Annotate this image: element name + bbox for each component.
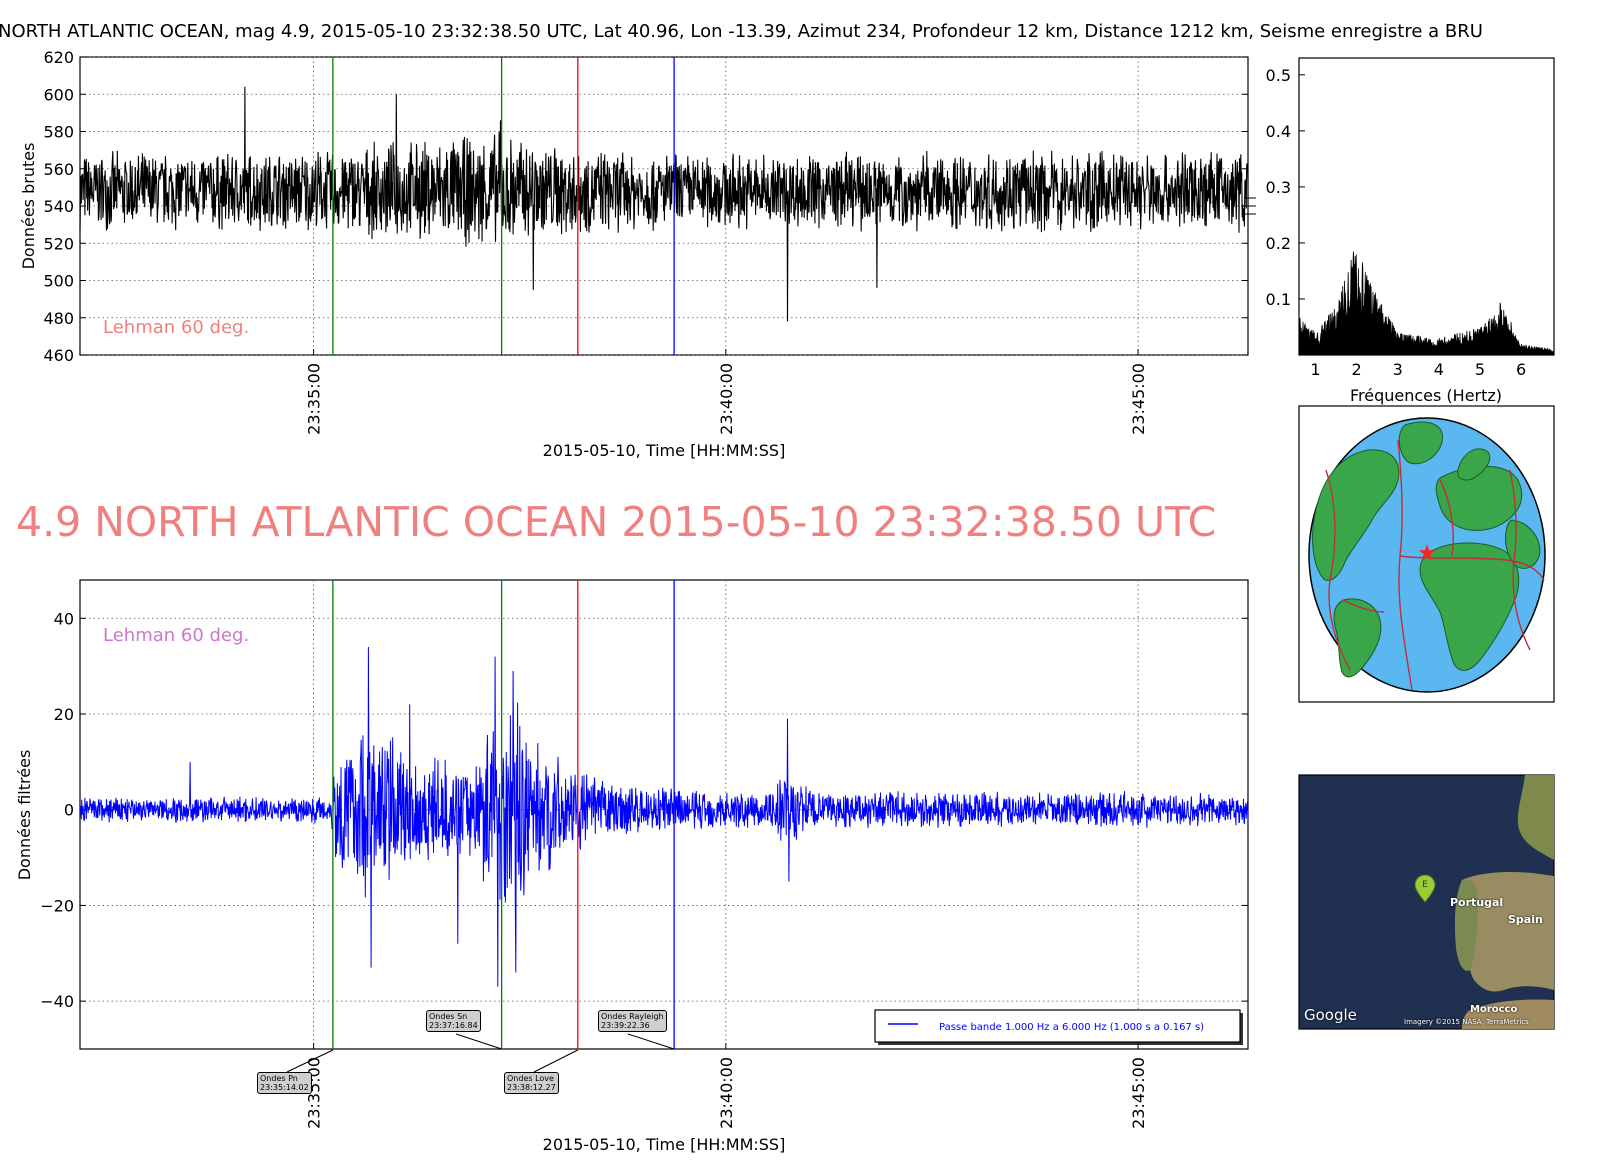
globe-map: ★ xyxy=(1298,405,1555,703)
filtered-x-ticks: 23:35:00 23:40:00 23:45:00 xyxy=(305,1043,1148,1129)
y-tick-label: 620 xyxy=(43,48,74,67)
satellite-marker-icon: E xyxy=(1414,874,1436,903)
y-tick-label: 0.5 xyxy=(1266,66,1291,85)
x-tick-label: 23:35:00 xyxy=(305,363,324,435)
imagery-credit: Imagery ©2015 NASA, TerraMetrics xyxy=(1404,1018,1529,1026)
x-tick-label: 3 xyxy=(1393,360,1403,379)
y-tick-label: 480 xyxy=(43,309,74,328)
y-tick-label: −20 xyxy=(40,896,74,915)
satellite-map: E xyxy=(1298,774,1555,1030)
y-tick-label: 0.3 xyxy=(1266,178,1291,197)
phase-name: Ondes Sn xyxy=(429,1012,468,1021)
filtered-phase-lines xyxy=(332,580,675,1049)
x-tick-label: 23:40:00 xyxy=(717,363,736,435)
y-tick-label: 540 xyxy=(43,197,74,216)
y-tick-label: 520 xyxy=(43,234,74,253)
phase-arrow xyxy=(286,1049,334,1073)
spectrum-panel: 0.1 0.2 0.3 0.4 0.5 1 2 3 4 5 6 Fréquences (Hertz… xyxy=(1266,57,1555,405)
satellite-marker-letter: E xyxy=(1422,880,1428,890)
x-tick-label: 6 xyxy=(1516,360,1526,379)
y-tick-label: 460 xyxy=(43,346,74,365)
y-tick-label: 40 xyxy=(54,609,74,628)
satellite-land xyxy=(1454,775,1554,1029)
raw-y-ticks: 460 480 500 520 540 560 580 600 620 xyxy=(43,48,1248,365)
y-tick-label: 0.2 xyxy=(1266,234,1291,253)
raw-xlabel: 2015-05-10, Time [HH:MM:SS] xyxy=(543,441,786,460)
raw-ylabel: Données brutes xyxy=(19,143,38,270)
raw-x-ticks: 23:35:00 23:40:00 23:45:00 xyxy=(305,349,1148,435)
google-logo: Google xyxy=(1304,1006,1357,1024)
phase-time: 23:38:12.27 xyxy=(507,1083,556,1092)
y-tick-label: −40 xyxy=(40,992,74,1011)
header-title: NORTH ATLANTIC OCEAN, mag 4.9, 2015-05-1… xyxy=(0,21,1483,42)
phase-arrow xyxy=(627,1033,675,1050)
phase-name: Ondes Rayleigh xyxy=(601,1012,664,1021)
phase-time: 23:35:14.02 xyxy=(260,1083,309,1092)
x-tick-label: 23:45:00 xyxy=(1129,1057,1148,1129)
x-tick-label: 23:40:00 xyxy=(717,1057,736,1129)
spectrum-xlabel: Fréquences (Hertz) xyxy=(1350,386,1502,405)
phase-annotation-box: Ondes Love 23:38:12.27 xyxy=(504,1072,559,1094)
map-label-portugal: Portugal xyxy=(1450,896,1504,909)
map-label-morocco: Morocco xyxy=(1470,1004,1518,1015)
phase-annotation-box: Ondes Rayleigh 23:39:22.36 xyxy=(598,1010,667,1032)
phase-annotation-box: Ondes Sn 23:37:16.84 xyxy=(426,1010,481,1032)
filtered-trace xyxy=(79,646,1249,987)
raw-panel: 460 480 500 520 540 560 580 600 620 23:35:00 23:4… xyxy=(19,48,1256,460)
filtered-xlabel: 2015-05-10, Time [HH:MM:SS] xyxy=(543,1135,786,1154)
raw-edge-marks xyxy=(1244,197,1256,215)
spectrum-trace xyxy=(1298,251,1555,356)
spectrum-y-ticks: 0.1 0.2 0.3 0.4 0.5 xyxy=(1266,66,1305,309)
map-label-spain: Spain xyxy=(1508,913,1543,926)
x-tick-label: 2 xyxy=(1351,360,1361,379)
x-tick-label: 5 xyxy=(1475,360,1485,379)
filtered-lehman-label: Lehman 60 deg. xyxy=(103,625,249,646)
x-tick-label: 4 xyxy=(1434,360,1444,379)
y-tick-label: 0.4 xyxy=(1266,122,1291,141)
phase-arrow xyxy=(455,1033,502,1050)
y-tick-label: 560 xyxy=(43,160,74,179)
filtered-legend: Passe bande 1.000 Hz a 6.000 Hz (1.000 s… xyxy=(874,1009,1243,1045)
phase-name: Ondes Pn xyxy=(260,1074,298,1083)
legend-label: Passe bande 1.000 Hz a 6.000 Hz (1.000 s… xyxy=(939,1022,1204,1033)
epicenter-star-icon: ★ xyxy=(1417,541,1437,566)
y-tick-label: 20 xyxy=(54,705,74,724)
phase-time: 23:39:22.36 xyxy=(601,1021,650,1030)
raw-phase-lines xyxy=(332,57,675,355)
x-tick-label: 1 xyxy=(1310,360,1320,379)
phase-arrow xyxy=(533,1049,579,1073)
y-tick-label: 0 xyxy=(64,801,74,820)
filtered-ylabel: Données filtrées xyxy=(15,750,34,881)
phase-time: 23:37:16.84 xyxy=(429,1021,478,1030)
raw-lehman-label: Lehman 60 deg. xyxy=(103,317,249,338)
big-title: 4.9 NORTH ATLANTIC OCEAN 2015-05-10 23:3… xyxy=(16,498,1216,546)
y-tick-label: 0.1 xyxy=(1266,290,1291,309)
y-tick-label: 600 xyxy=(43,85,74,104)
y-tick-label: 500 xyxy=(43,272,74,291)
spectrum-frame xyxy=(1298,57,1555,356)
filtered-y-ticks: −40 −20 0 20 40 xyxy=(40,609,1248,1011)
phase-name: Ondes Love xyxy=(507,1074,554,1083)
phase-arrows xyxy=(286,1033,675,1073)
plate-boundaries xyxy=(1325,439,1545,691)
y-tick-label: 580 xyxy=(43,123,74,142)
raw-trace xyxy=(79,86,1249,322)
phase-annotation-box: Ondes Pn 23:35:14.02 xyxy=(257,1072,312,1094)
x-tick-label: 23:45:00 xyxy=(1129,363,1148,435)
